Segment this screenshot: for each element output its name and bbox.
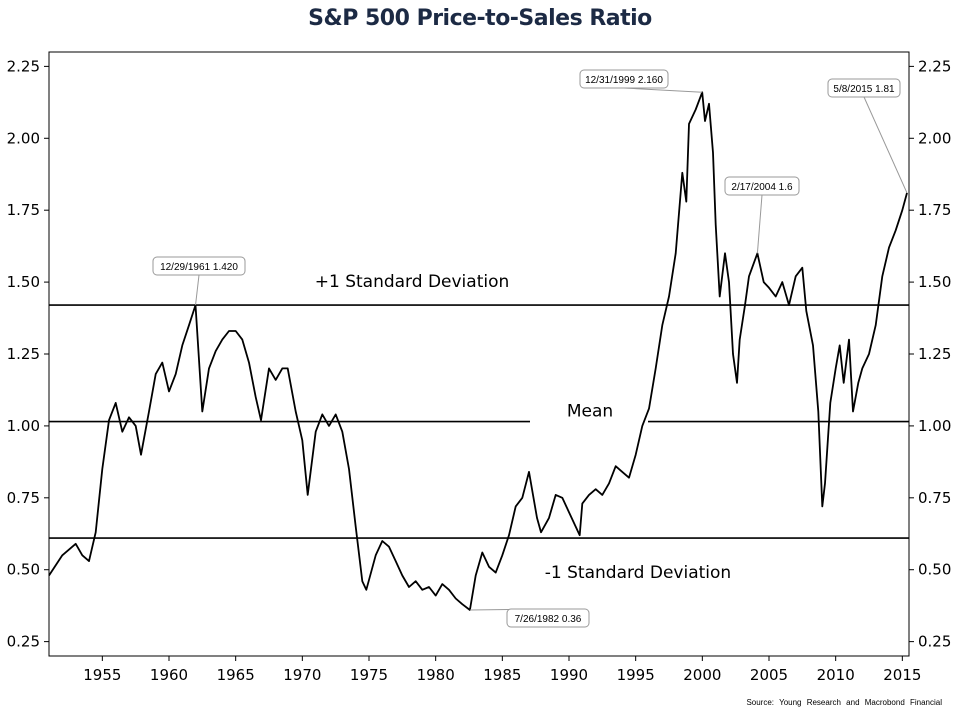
annotation-box [506,608,590,628]
annotation-label: 5/8/2015 1.81 [833,84,895,95]
y-tick-label-right: 0.50 [918,561,951,579]
annotation-label: 12/31/1999 2.160 [585,75,663,86]
y-tick-label-right: 1.50 [918,273,951,291]
y-tick-label-right: 1.75 [918,201,951,219]
reference-line-label: Mean [567,402,613,422]
x-tick-label: 1975 [350,666,388,684]
source-note: Source: Young Research and Macrobond Fin… [746,698,942,707]
x-tick-label: 2005 [750,666,788,684]
annotation-leader [195,274,200,306]
x-tick-label: 1960 [150,666,188,684]
annotation-leader [756,194,763,254]
y-tick-label-right: 1.25 [918,345,951,363]
y-tick-label-left: 0.25 [7,633,40,651]
annotation-leader [623,87,703,93]
annotation-box [579,69,669,89]
series-line [48,91,908,611]
y-tick-label-left: 0.75 [7,489,40,507]
y-tick-label-left: 0.50 [7,561,40,579]
reference-line-label: +1 Standard Deviation [315,272,510,292]
annotation-label: 7/26/1982 0.36 [515,614,582,625]
y-tick-label-left: 1.75 [7,201,40,219]
y-tick-label-right: 2.25 [918,57,951,75]
y-tick-label-left: 2.25 [7,57,40,75]
annotation-box [827,78,901,98]
x-tick-label: 1965 [217,666,255,684]
x-tick-label: 1985 [483,666,521,684]
y-tick-label-left: 2.00 [7,129,40,147]
annotation-label: 12/29/1961 1.420 [160,262,238,273]
y-tick-label-right: 0.25 [918,633,951,651]
x-tick-label: 2010 [817,666,855,684]
annotations-layer: 12/29/1961 1.420 7/26/1982 0.36 12/31/1999… [152,69,908,628]
y-tick-label-left: 1.00 [7,417,40,435]
annotation-box [152,256,246,276]
series-layer [48,91,908,611]
annotation-leader [863,96,908,194]
reference-lines: +1 Standard Deviation Mean -1 Standard Dev… [49,272,909,583]
x-tick-label: 1990 [550,666,588,684]
y-tick-label-left: 1.50 [7,273,40,291]
mean-label-backdrop [530,415,648,428]
y-tick-label-left: 1.25 [7,345,40,363]
reference-line-label: -1 Standard Deviation [545,563,731,583]
y-tick-label-right: 0.75 [918,489,951,507]
x-tick-label: 1955 [83,666,121,684]
annotation-label: 2/17/2004 1.6 [731,182,793,193]
x-tick-label: 1980 [417,666,455,684]
x-tick-label: 1995 [617,666,655,684]
axes-layer: 0.25 0.25 0.50 0.50 0.75 0.75 1.00 1.00 1.25 1.25… [7,57,952,684]
x-tick-label: 2000 [683,666,721,684]
x-tick-label: 1970 [283,666,321,684]
annotation-box [724,176,800,196]
y-tick-label-right: 1.00 [918,417,951,435]
chart-title: S&P 500 Price-to-Sales Ratio [308,6,652,31]
y-tick-label-right: 2.00 [918,129,951,147]
x-tick-label: 2015 [883,666,921,684]
